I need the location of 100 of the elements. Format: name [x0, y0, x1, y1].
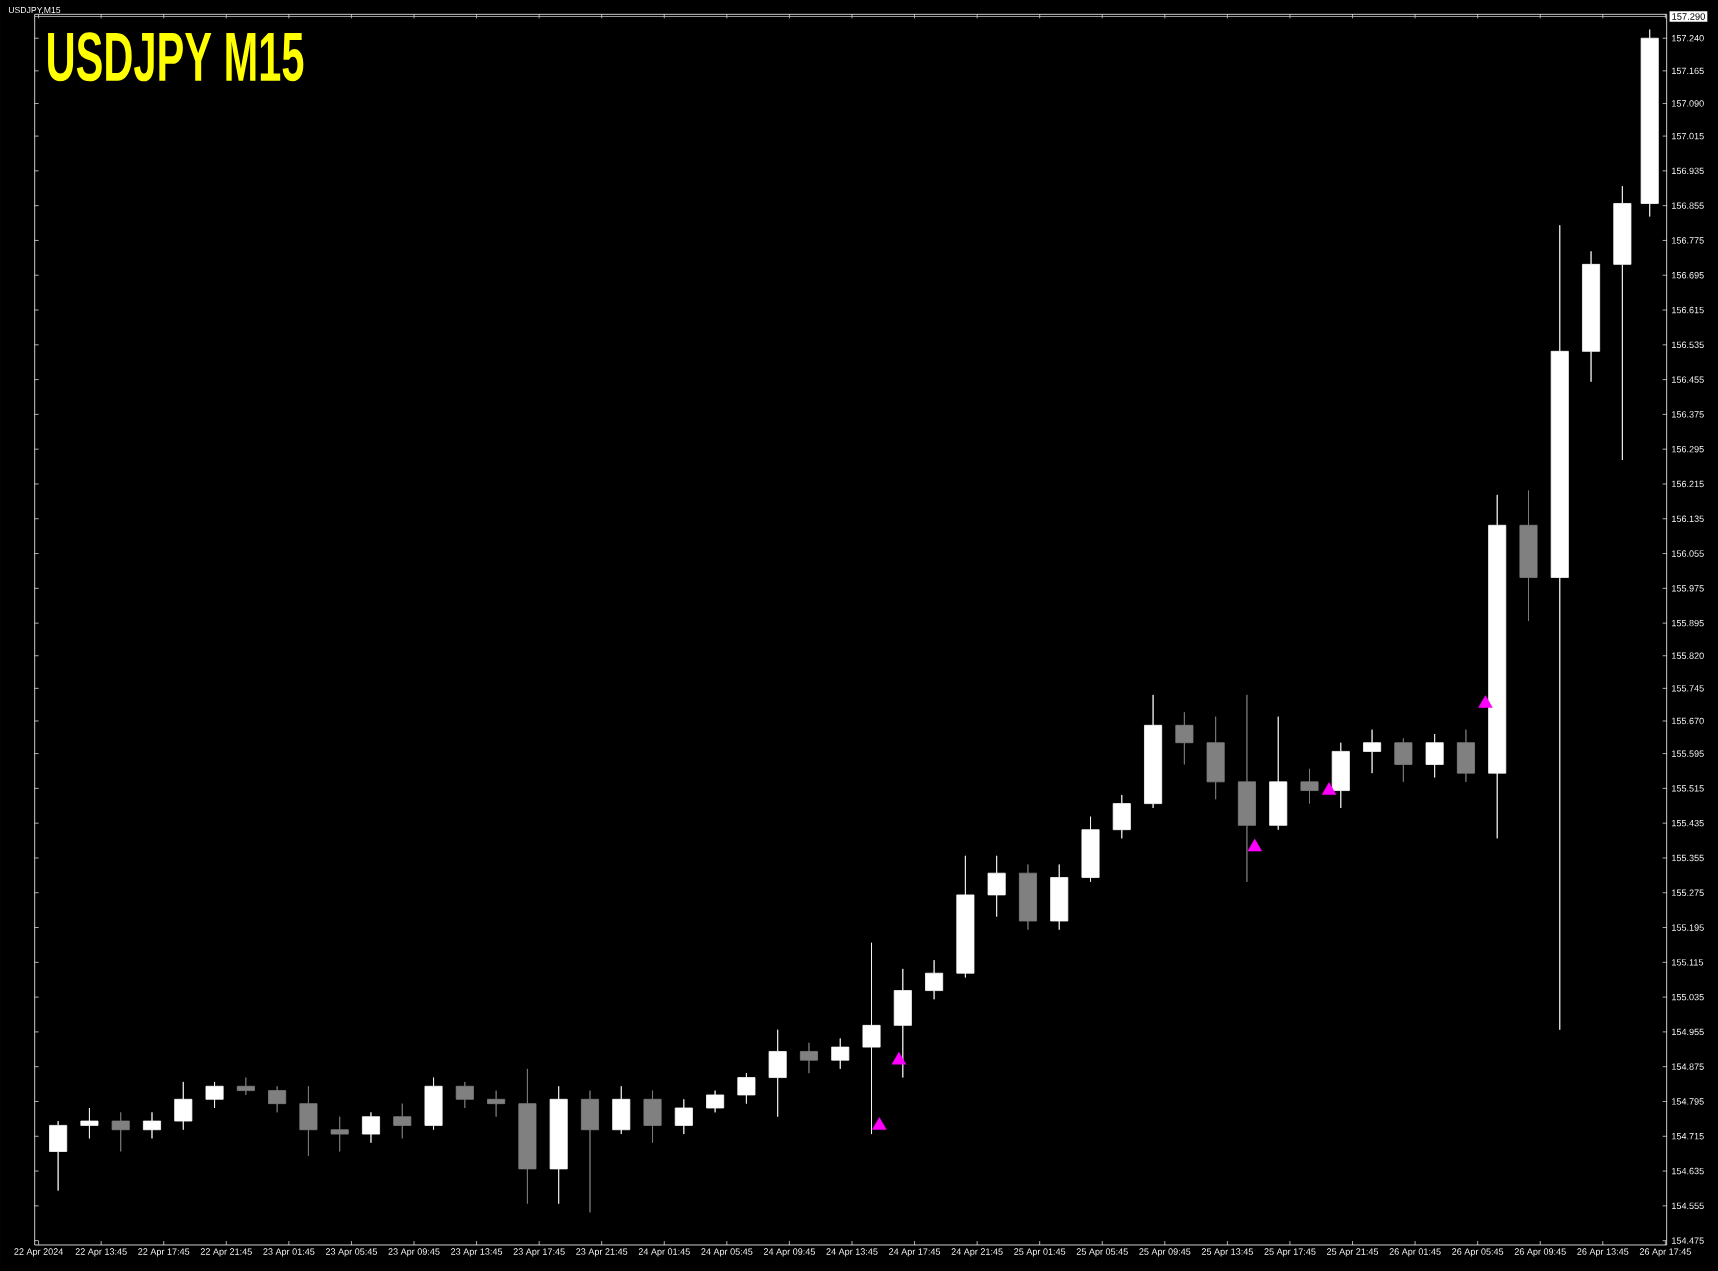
y-tick-label: 155.515 — [1672, 785, 1704, 792]
candlestick — [1363, 729, 1382, 774]
x-tick-label: 26 Apr 09:45 — [1514, 1248, 1566, 1257]
x-tick-label: 22 Apr 2024 — [14, 1248, 64, 1257]
candlestick — [330, 1116, 349, 1152]
candlestick — [987, 855, 1006, 918]
y-tick-label: 154.635 — [1672, 1167, 1704, 1175]
x-tick-label: 24 Apr 05:45 — [701, 1248, 753, 1257]
x-tick-label: 23 Apr 21:45 — [576, 1248, 628, 1257]
x-tick-label: 25 Apr 09:45 — [1139, 1248, 1191, 1257]
y-tick-label: 156.775 — [1672, 237, 1704, 244]
x-tick-label: 24 Apr 17:45 — [889, 1248, 941, 1257]
candlestick — [455, 1081, 474, 1109]
candlestick — [205, 1081, 224, 1109]
candlestick — [925, 959, 944, 1000]
candlestick — [612, 1085, 631, 1135]
y-tick-label: 155.895 — [1672, 619, 1704, 627]
x-tick-label: 23 Apr 01:45 — [263, 1248, 315, 1257]
candlestick — [706, 1090, 725, 1113]
candlestick — [299, 1085, 318, 1157]
y-tick-label: 156.535 — [1672, 341, 1704, 349]
y-tick-label: 157.015 — [1672, 132, 1704, 140]
y-tick-label: 155.275 — [1672, 889, 1704, 896]
candlestick — [361, 1111, 380, 1144]
candlestick — [1394, 737, 1413, 783]
y-tick-label: 154.875 — [1672, 1063, 1704, 1070]
candlestick — [1613, 185, 1632, 461]
y-tick-label: 155.435 — [1672, 819, 1704, 827]
y-tick-label: 156.615 — [1672, 306, 1704, 314]
y-tick-label: 154.955 — [1672, 1028, 1704, 1036]
y-tick-label: 156.135 — [1672, 515, 1704, 522]
candlestick — [580, 1090, 599, 1213]
point — [1321, 782, 1337, 795]
candlestick — [142, 1111, 161, 1139]
candlestick — [49, 1120, 68, 1192]
candlestick — [424, 1077, 443, 1131]
point — [1247, 838, 1262, 852]
y-tick-label: 156.935 — [1672, 167, 1704, 175]
candlestick — [1081, 816, 1100, 883]
candlestick — [1550, 224, 1569, 1031]
candlestick — [1175, 711, 1194, 765]
y-tick-label: 156.055 — [1672, 550, 1704, 557]
candlestick — [643, 1090, 662, 1144]
candlestick — [737, 1072, 756, 1105]
y-tick-label: 155.035 — [1672, 993, 1704, 1001]
candlestick — [1456, 729, 1475, 783]
y-tick-label: 156.375 — [1672, 411, 1704, 418]
text: USDJPY,M15 — [8, 6, 61, 15]
x-tick-label: 26 Apr 01:45 — [1389, 1248, 1441, 1257]
candlestick — [236, 1077, 255, 1096]
candlestick — [1640, 29, 1659, 217]
x-tick-label: 26 Apr 17:45 — [1639, 1248, 1691, 1257]
y-tick-label: 157.090 — [1672, 100, 1704, 107]
candlestick — [1425, 733, 1444, 778]
y-tick-label: 156.455 — [1672, 376, 1704, 383]
y-tick-label: 156.295 — [1672, 445, 1704, 453]
x-tick-label: 25 Apr 13:45 — [1201, 1248, 1253, 1257]
point — [1478, 695, 1493, 708]
candlestick — [831, 1038, 850, 1070]
y-tick-label: 154.475 — [1672, 1237, 1704, 1244]
candlestick — [1300, 768, 1319, 804]
candlestick — [1269, 716, 1288, 831]
candlestick — [1112, 794, 1131, 839]
x-tick-label: 26 Apr 13:45 — [1577, 1248, 1629, 1257]
x-tick-label: 24 Apr 09:45 — [763, 1248, 815, 1257]
candlestick — [268, 1085, 287, 1113]
x-tick-label: 25 Apr 21:45 — [1327, 1248, 1379, 1257]
candlestick — [1144, 694, 1163, 809]
y-tick-label: 154.795 — [1672, 1098, 1704, 1105]
x-tick-label: 25 Apr 05:45 — [1076, 1248, 1128, 1257]
candlestick — [768, 1029, 787, 1118]
y-tick-label: 155.355 — [1672, 854, 1704, 862]
x-tick-label: 23 Apr 09:45 — [388, 1248, 440, 1257]
ref-line-label: 157.290 — [1672, 13, 1705, 20]
y-tick-label: 156.855 — [1672, 202, 1704, 209]
x-tick-label: 24 Apr 13:45 — [826, 1248, 878, 1257]
y-tick-label: 155.195 — [1672, 924, 1704, 931]
candlestick — [1519, 490, 1538, 622]
x-tick-label: 26 Apr 05:45 — [1452, 1248, 1504, 1257]
y-tick-label: 157.240 — [1672, 35, 1704, 42]
candlestick — [956, 855, 975, 978]
y-tick-label: 155.115 — [1672, 959, 1704, 966]
y-tick-label: 155.595 — [1672, 750, 1704, 757]
x-tick-label: 25 Apr 01:45 — [1014, 1248, 1066, 1257]
y-tick-label: 154.555 — [1672, 1202, 1704, 1209]
candlestick — [518, 1068, 537, 1205]
x-tick-label: 23 Apr 13:45 — [451, 1248, 503, 1257]
x-tick-label: 22 Apr 21:45 — [200, 1248, 252, 1257]
point — [891, 1051, 907, 1065]
candlestick — [549, 1085, 568, 1205]
y-tick-label: 156.695 — [1672, 272, 1704, 279]
x-tick-label: 22 Apr 13:45 — [75, 1248, 127, 1257]
candlestick — [674, 1098, 693, 1135]
candlestick — [111, 1111, 130, 1152]
point — [872, 1117, 887, 1130]
x-tick-label: 24 Apr 01:45 — [638, 1248, 690, 1257]
candlestick — [1050, 864, 1069, 931]
x-tick-label: 23 Apr 17:45 — [513, 1248, 565, 1257]
x-tick-label: 23 Apr 05:45 — [325, 1248, 377, 1257]
candlestick — [799, 1042, 818, 1074]
